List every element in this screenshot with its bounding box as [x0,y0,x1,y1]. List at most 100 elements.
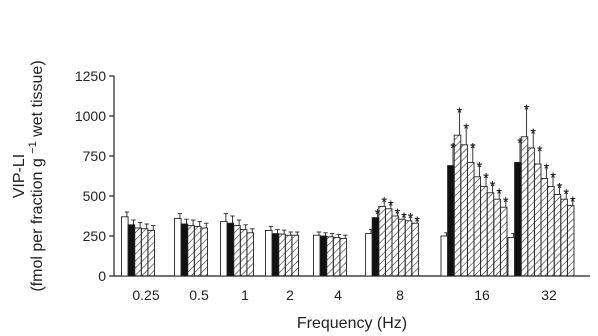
significance-marker: * [543,161,549,178]
bar [180,223,189,277]
bar [440,235,449,277]
bar [313,234,321,277]
y-tick-label: 1250 [75,68,106,84]
significance-marker: * [570,193,576,210]
y-tick-label: 500 [83,188,107,204]
x-tick-label: 4 [334,287,342,303]
y-tick-label: 750 [83,148,107,164]
bar [220,221,228,277]
significance-marker: * [563,186,569,203]
bar [486,192,495,277]
bar-group-1 [220,213,255,277]
bar-group-0_5 [174,213,209,277]
bar [332,237,341,277]
y-tick-label: 1000 [75,108,106,124]
y-axis-title-units-end: wet tissue) [29,60,46,137]
significance-marker: * [517,135,523,152]
bar [566,205,575,277]
significance-marker: * [483,170,489,187]
bar [493,198,501,277]
bar [326,236,334,277]
bar [200,227,208,277]
bar [291,234,299,277]
bar [411,222,419,277]
y-tick-label: 0 [98,268,106,284]
bar [265,229,273,277]
bar [127,224,136,277]
x-tick-label: 8 [396,287,404,303]
y-axis-title-units: (fmol per fraction g −1 wet tissue) [23,60,46,291]
bar [553,193,562,277]
bar [533,163,542,277]
bar [447,165,455,277]
significance-marker: * [524,101,530,118]
significance-marker: * [537,143,543,160]
bar [319,235,328,277]
bar [404,220,413,277]
significance-marker: * [557,180,563,197]
bar-group-32: ******* * * [507,101,576,277]
x-tick-label: 16 [474,287,490,303]
bar [239,229,248,277]
significance-marker: * [457,105,463,122]
significance-marker: * [550,169,556,186]
bar-group-8: ** * * * * * [365,194,420,277]
significance-marker: * [414,213,420,230]
x-tick-label: 0.5 [189,287,209,303]
bar [384,208,393,277]
y-axis-title-line1: VIP-LI [11,154,28,198]
bar [527,147,535,277]
bar [233,225,241,277]
bar [547,185,555,277]
bar [174,217,182,277]
bar-group-0_25 [121,211,156,277]
bar [391,215,400,277]
bar [473,176,482,277]
y-tick-label: 250 [83,228,107,244]
bar [560,198,568,277]
bar [193,225,202,277]
x-axis-title: Frequency (Hz) [297,315,407,332]
bar [540,177,549,277]
bar [246,232,254,277]
bar [284,234,293,277]
x-tick-label: 32 [541,287,557,303]
significance-marker: * [388,197,394,214]
bar [339,237,347,277]
x-tick-label: 0.25 [132,287,159,303]
bar [187,225,195,277]
bar-group-2 [265,225,300,277]
bar [480,185,488,277]
significance-marker: * [375,206,381,223]
y-axis-title: VIP-LI [11,154,28,198]
bar [371,217,380,277]
x-tick-label: 2 [286,287,294,303]
significance-marker: * [408,210,414,227]
bar [453,134,462,277]
bar [271,233,280,277]
bar [278,233,286,277]
bar [378,205,386,277]
significance-marker: * [450,140,456,157]
bar-group-4 [313,231,348,277]
bar [398,218,406,277]
bar-group-16: ****** * ** [440,105,509,277]
significance-marker: * [530,125,536,142]
bar [514,161,522,277]
y-axis-title-units-main: (fmol per fraction g [29,158,46,291]
significance-marker: * [381,194,387,211]
bar [134,227,142,277]
bar [507,237,516,277]
bar [147,229,155,277]
bar [466,161,475,277]
significance-marker: * [490,178,496,195]
bar [520,136,529,277]
significance-marker: * [394,205,400,222]
bar [121,216,129,277]
bar [499,206,508,277]
significance-marker: * [476,159,482,176]
bar [460,144,468,277]
x-tick-label: 1 [241,287,249,303]
significance-marker: * [463,121,469,138]
